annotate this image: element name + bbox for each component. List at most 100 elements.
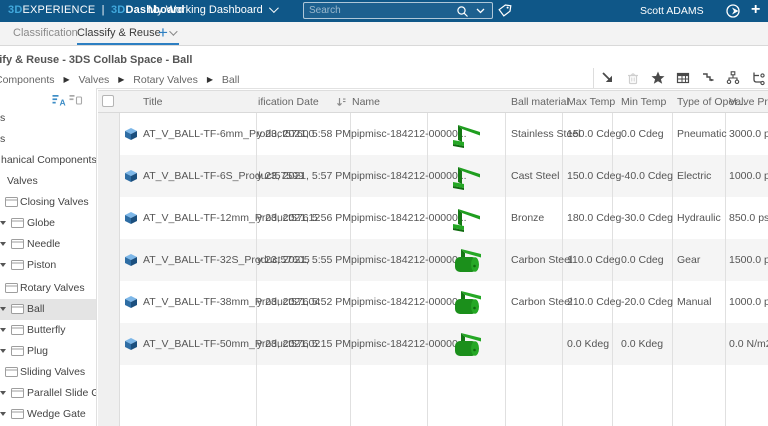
class-card-icon xyxy=(11,260,24,270)
caret-icon[interactable] xyxy=(0,263,6,267)
cell-material: Carbon Steel xyxy=(511,254,573,266)
tab-chevron-icon[interactable] xyxy=(168,27,178,36)
tag-icon[interactable] xyxy=(497,3,513,19)
cell-pressure: 3000.0 psi xyxy=(729,128,768,140)
add-tab-button[interactable]: + xyxy=(158,23,168,42)
cell-modified: y 23, 2021, 5:52 PM xyxy=(257,296,351,308)
tab-classify-reuse[interactable]: Classify & Reuse xyxy=(77,22,179,45)
brand-3d: 3D xyxy=(8,4,23,16)
cell-operation: Gear xyxy=(677,254,701,266)
table-row[interactable]: AT_V_BALL-TF-38mm_Product57604 y 23, 202… xyxy=(98,281,768,323)
valve-thumbnail xyxy=(455,291,481,314)
cell-modified: y 23, 2021, 5:57 PM xyxy=(257,170,351,182)
table-row[interactable]: AT_V_BALL-TF-12mm_Product57612 y 23, 202… xyxy=(98,197,768,239)
tree-item-globe[interactable]: Globe xyxy=(0,213,96,234)
tree-item-sliding-valves[interactable]: Sliding Valves xyxy=(0,362,96,383)
col-title[interactable]: Title xyxy=(143,96,163,108)
product-cube-icon xyxy=(125,338,137,350)
caret-icon[interactable] xyxy=(0,328,6,332)
date-sort-icon[interactable] xyxy=(336,96,346,108)
add-icon[interactable]: + xyxy=(751,1,761,18)
breadcrumb-item[interactable]: Rotary Valves xyxy=(133,74,198,86)
table-row[interactable]: AT_V_BALL-TF-6mm_Product57600 y 23, 2021… xyxy=(98,113,768,155)
cell-pressure: 1000.0 psi xyxy=(729,170,768,182)
open-arrow-icon[interactable] xyxy=(600,70,616,86)
cell-title: AT_V_BALL-TF-6S_Product57599 xyxy=(143,170,304,182)
col-type-of-operation[interactable]: Type of Oper... xyxy=(677,96,746,108)
valve-thumbnail xyxy=(453,125,480,148)
search-dropdown-icon[interactable] xyxy=(476,7,485,15)
cell-title: AT_V_BALL-TF-50mm_Product57602 xyxy=(143,338,321,350)
col-ball-material[interactable]: Ball material xyxy=(511,96,569,108)
col-max-temp[interactable]: Max Temp xyxy=(567,96,616,108)
tree-item-closing-valves[interactable]: Closing Valves xyxy=(0,192,96,213)
table-row[interactable]: AT_V_BALL-TF-6S_Product57599 y 23, 2021,… xyxy=(98,155,768,197)
dashboard-name: My Working Dashboard xyxy=(148,4,263,16)
breadcrumb-item[interactable]: Ball xyxy=(221,74,240,86)
caret-icon[interactable] xyxy=(0,412,6,416)
tree-icon[interactable] xyxy=(725,70,741,86)
row-stripe xyxy=(120,155,768,197)
caret-icon[interactable] xyxy=(0,349,6,353)
cell-max-temp: 150.0 Cdeg xyxy=(567,128,622,140)
svg-text:A: A xyxy=(60,98,66,108)
cell-modified: y 23, 2021, 5:56 PM xyxy=(257,212,351,224)
cell-modified: y 23, 2021, 5:58 PM xyxy=(257,128,351,140)
caret-icon[interactable] xyxy=(0,391,6,395)
tab-label: Classification xyxy=(13,27,78,39)
user-menu[interactable]: Scott ADAMS xyxy=(640,5,704,17)
dashboard-switcher[interactable]: My Working Dashboard xyxy=(148,3,279,16)
tree-item[interactable]: s xyxy=(0,112,6,124)
table-row[interactable]: AT_V_BALL-TF-50mm_Product57602 y 23, 202… xyxy=(98,323,768,365)
tree-item-ball[interactable]: Ball xyxy=(0,299,96,320)
cell-max-temp: 180.0 Cdeg xyxy=(567,212,622,224)
cell-operation: Manual xyxy=(677,296,712,308)
class-card-icon xyxy=(11,346,24,356)
table-view-icon[interactable] xyxy=(675,70,691,86)
cell-name: pipmisc-184212-00000... xyxy=(351,170,467,182)
tree-item-plug[interactable]: Plug xyxy=(0,341,96,362)
tree-item[interactable]: s xyxy=(0,133,6,145)
breadcrumb-item[interactable]: Valves xyxy=(78,74,110,86)
caret-icon[interactable] xyxy=(0,307,6,311)
tree-item-butterfly[interactable]: Butterfly xyxy=(0,320,96,341)
search-box[interactable] xyxy=(303,2,493,19)
tree-item-valves[interactable]: Valves xyxy=(7,175,38,187)
sort-alpha-icon[interactable]: A xyxy=(52,94,66,107)
col-valve-pressure[interactable]: Valve Pressu... xyxy=(729,96,768,108)
cell-min-temp: -20.0 Cdeg xyxy=(621,296,673,308)
cell-min-temp: 0.0 Kdeg xyxy=(621,338,664,350)
breadcrumb-item[interactable]: Components xyxy=(0,74,55,86)
tree-item-parallel-slide-gate[interactable]: Parallel Slide Gate xyxy=(0,383,96,404)
tree-item-mechanical-components[interactable]: hanical Components xyxy=(1,154,97,166)
sort-list-icon[interactable] xyxy=(69,94,83,107)
search-icon[interactable] xyxy=(456,5,469,18)
col-name[interactable]: Name xyxy=(352,96,381,108)
tab-classification[interactable]: Classification xyxy=(13,22,78,45)
trash-icon xyxy=(628,73,638,85)
tree-item-rotary-valves[interactable]: Rotary Valves xyxy=(0,278,96,299)
toolbar-divider xyxy=(593,68,594,88)
col-modification-date[interactable]: ification Date xyxy=(258,96,319,108)
cell-name: pipmisc-184212-00000... xyxy=(351,338,467,350)
compass-icon[interactable] xyxy=(725,3,741,19)
results-table: Title ification Date Name Ball material … xyxy=(98,90,768,426)
cell-min-temp: 0.0 Cdeg xyxy=(621,254,664,266)
star-icon[interactable] xyxy=(650,70,666,86)
col-min-temp[interactable]: Min Temp xyxy=(621,96,667,108)
caret-icon[interactable] xyxy=(0,242,6,246)
cell-pressure: 1500.0 psi xyxy=(729,254,768,266)
tree-item-piston[interactable]: Piston xyxy=(0,255,96,276)
cell-material: Carbon Steel xyxy=(511,296,573,308)
select-all-checkbox[interactable] xyxy=(102,95,114,107)
tree-item-needle[interactable]: Needle xyxy=(0,234,96,255)
cell-max-temp: 150.0 Cdeg xyxy=(567,170,622,182)
table-row[interactable]: AT_V_BALL-TF-32S_Product57605 y 23, 2021… xyxy=(98,239,768,281)
cell-material: Cast Steel xyxy=(511,170,560,182)
toolbar xyxy=(600,70,766,88)
search-input[interactable] xyxy=(309,3,454,18)
tree-item-wedge-gate[interactable]: Wedge Gate xyxy=(0,404,96,425)
structure-icon[interactable] xyxy=(750,70,766,86)
steps-icon[interactable] xyxy=(700,70,716,86)
caret-icon[interactable] xyxy=(0,221,6,225)
